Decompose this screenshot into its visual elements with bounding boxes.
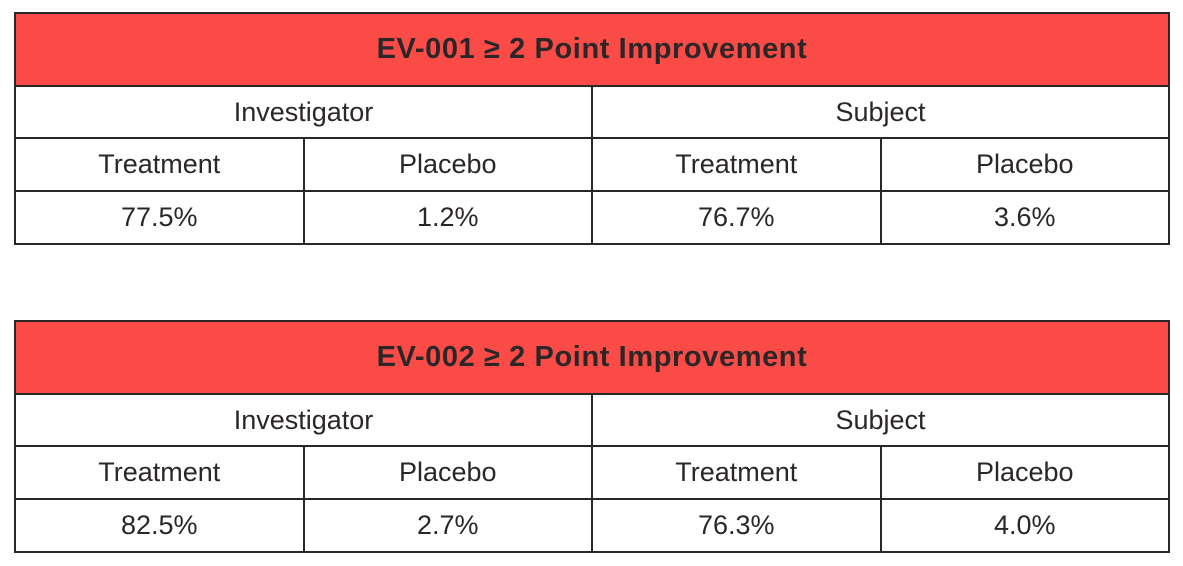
column-header-subject-treatment: Treatment	[591, 137, 882, 192]
value-subject-placebo: 4.0%	[879, 498, 1170, 553]
value-subject-treatment: 76.3%	[591, 498, 882, 553]
column-header-subject-placebo: Placebo	[879, 445, 1170, 500]
column-header-subject-placebo: Placebo	[879, 137, 1170, 192]
value-investigator-treatment: 82.5%	[14, 498, 305, 553]
column-header-investigator-placebo: Placebo	[302, 445, 593, 500]
value-subject-treatment: 76.7%	[591, 190, 882, 245]
value-investigator-treatment: 77.5%	[14, 190, 305, 245]
ev-001-results-table: EV-001 ≥ 2 Point Improvement Investigato…	[14, 12, 1170, 245]
value-investigator-placebo: 2.7%	[302, 498, 593, 553]
table-row: 77.5% 1.2% 76.7% 3.6%	[14, 190, 1170, 245]
column-header-investigator-placebo: Placebo	[302, 137, 593, 192]
ev-002-results-table: EV-002 ≥ 2 Point Improvement Investigato…	[14, 320, 1170, 553]
table-row: 82.5% 2.7% 76.3% 4.0%	[14, 498, 1170, 553]
table-row: EV-002 ≥ 2 Point Improvement	[14, 320, 1170, 395]
group-header-subject: Subject	[591, 393, 1170, 447]
table-title: EV-001 ≥ 2 Point Improvement	[14, 12, 1170, 87]
column-header-investigator-treatment: Treatment	[14, 445, 305, 500]
group-header-investigator: Investigator	[14, 393, 593, 447]
ev-002-table-section: EV-002 ≥ 2 Point Improvement Investigato…	[14, 320, 1170, 553]
table-row: Investigator Subject	[14, 85, 1170, 139]
value-investigator-placebo: 1.2%	[302, 190, 593, 245]
value-subject-placebo: 3.6%	[879, 190, 1170, 245]
table-row: Investigator Subject	[14, 393, 1170, 447]
group-header-investigator: Investigator	[14, 85, 593, 139]
ev-001-table-section: EV-001 ≥ 2 Point Improvement Investigato…	[14, 12, 1170, 245]
column-header-subject-treatment: Treatment	[591, 445, 882, 500]
column-header-investigator-treatment: Treatment	[14, 137, 305, 192]
table-row: Treatment Placebo Treatment Placebo	[14, 445, 1170, 500]
table-title: EV-002 ≥ 2 Point Improvement	[14, 320, 1170, 395]
group-header-subject: Subject	[591, 85, 1170, 139]
table-row: EV-001 ≥ 2 Point Improvement	[14, 12, 1170, 87]
table-row: Treatment Placebo Treatment Placebo	[14, 137, 1170, 192]
